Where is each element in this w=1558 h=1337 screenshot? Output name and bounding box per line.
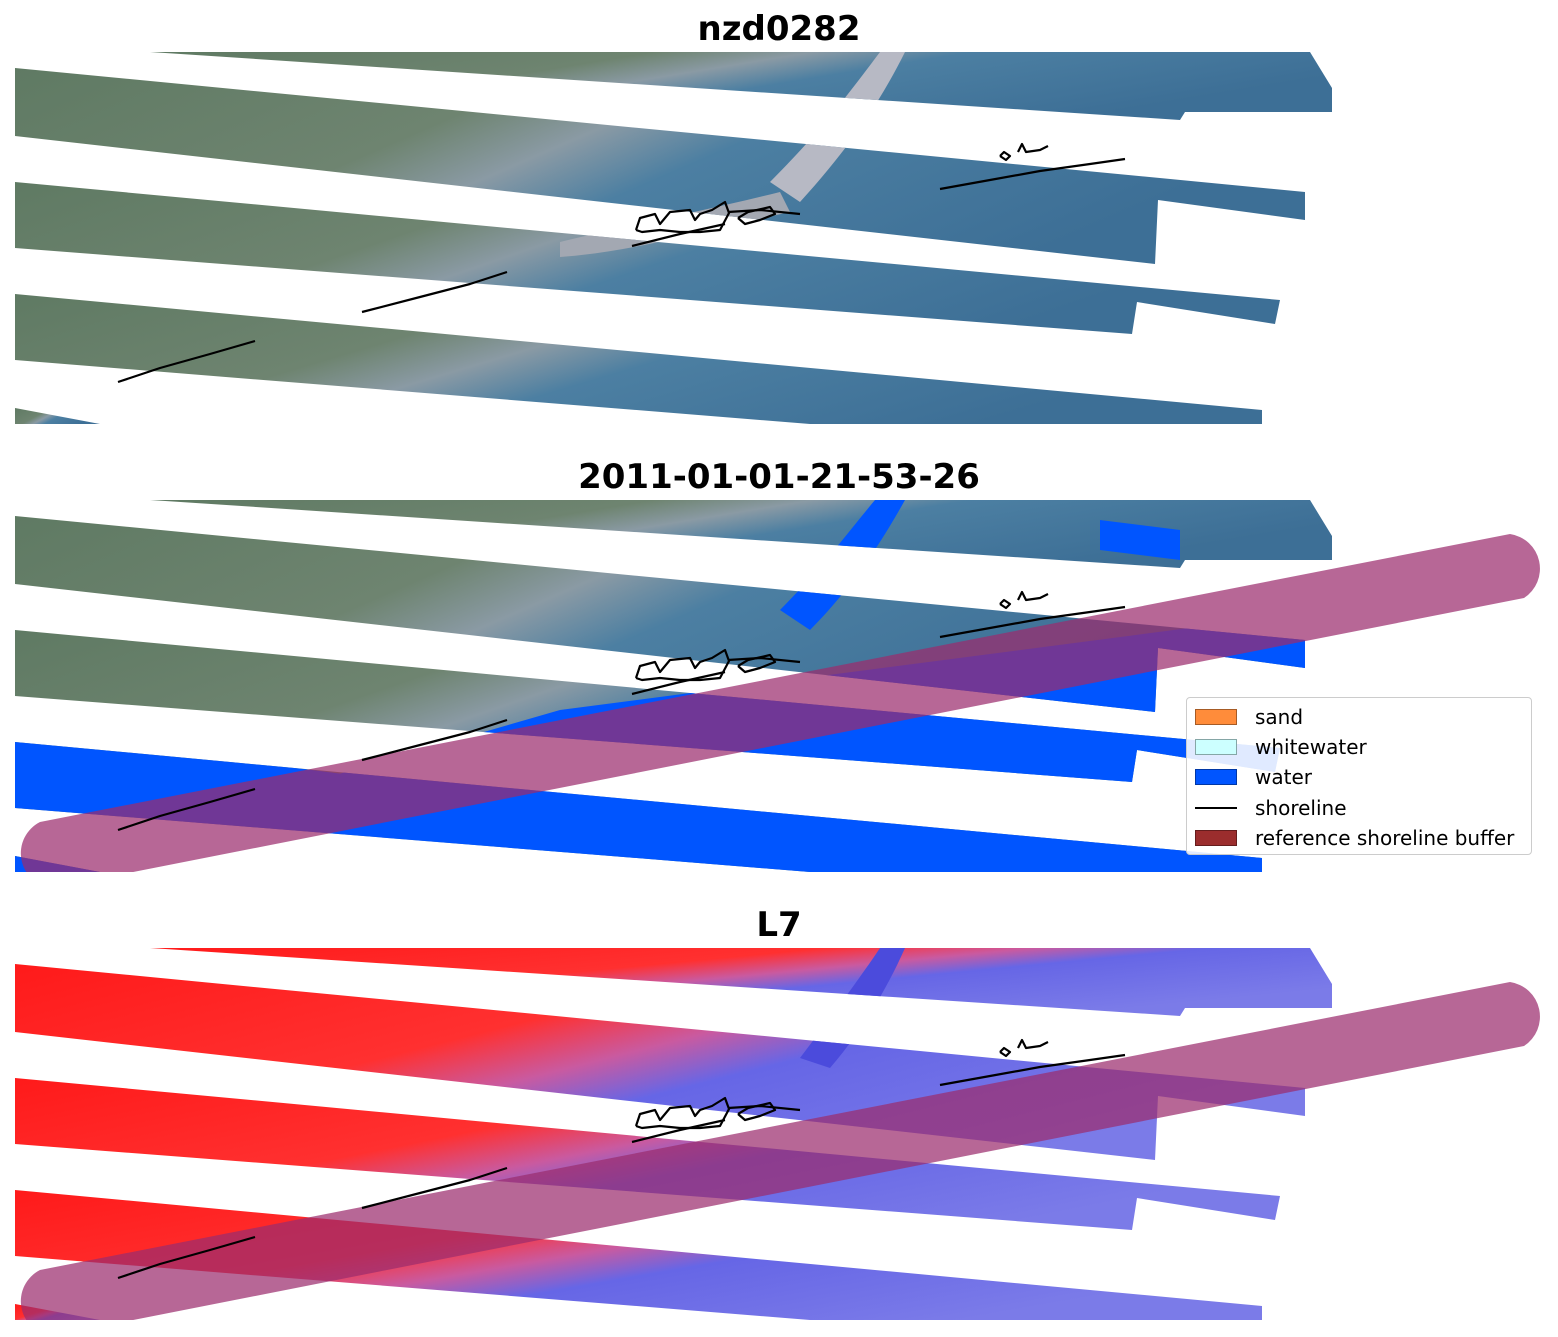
inland-water-class xyxy=(1100,520,1180,560)
legend-label-whitewater: whitewater xyxy=(1255,735,1367,760)
shoreline-trace-7 xyxy=(727,1104,801,1112)
shoreline-trace-7 xyxy=(727,656,801,664)
shoreline-trace-4 xyxy=(939,605,1126,639)
shoreline-trace-8 xyxy=(999,1046,1012,1058)
index-image-stripe-1 xyxy=(150,948,1332,1016)
shoreline-trace-6 xyxy=(737,1101,777,1122)
shoreline-trace-6 xyxy=(737,653,777,674)
classified-image-stripe-1 xyxy=(150,500,1332,568)
shoreline-trace-7 xyxy=(727,208,801,216)
rgb-image-stripe-3 xyxy=(15,182,1280,334)
rgb-image-stripe-1 xyxy=(150,52,1332,120)
legend-swatch-reference-buffer xyxy=(1195,829,1237,846)
legend-item-reference-buffer: reference shoreline buffer xyxy=(1195,823,1523,853)
legend-item-shoreline: shoreline xyxy=(1195,793,1523,823)
shoreline-trace-1 xyxy=(117,1235,256,1280)
shoreline-trace-9 xyxy=(1017,590,1049,602)
shoreline-trace-9 xyxy=(1017,142,1049,154)
legend-label-reference-buffer: reference shoreline buffer xyxy=(1255,825,1515,850)
rgb-image-stripe-2 xyxy=(15,68,1305,264)
legend-label-shoreline: shoreline xyxy=(1255,795,1347,820)
shoreline-trace-4 xyxy=(939,1053,1126,1087)
classified-image-panel xyxy=(15,500,1540,872)
shoreline-trace-2 xyxy=(361,718,508,762)
rgb-image-stripe-5 xyxy=(15,408,100,424)
shoreline-trace-3 xyxy=(631,670,726,696)
legend-swatch-sand xyxy=(1195,709,1237,726)
panel-title-rgb: nzd0282 xyxy=(697,9,861,49)
shoreline-trace-9 xyxy=(1017,1038,1049,1050)
legend-item-whitewater: whitewater xyxy=(1195,732,1523,762)
shoreline-trace-6 xyxy=(737,205,777,226)
reference-shoreline-buffer xyxy=(20,982,1540,1320)
shoreline-trace-8 xyxy=(999,598,1012,610)
legend-swatch-whitewater xyxy=(1195,739,1237,756)
shoreline-trace-5 xyxy=(634,1096,731,1130)
shoreline-trace-5 xyxy=(634,648,731,682)
panel-title-index: L7 xyxy=(756,905,802,945)
rgb-image-panel xyxy=(15,52,1332,424)
water-index-panel xyxy=(15,948,1540,1320)
shoreline-trace-3 xyxy=(631,1118,726,1144)
shoreline-trace-1 xyxy=(117,787,256,832)
shoreline-trace-3 xyxy=(631,222,726,248)
shoreline-trace-5 xyxy=(634,200,731,234)
legend-label-water: water xyxy=(1255,765,1312,790)
legend-swatch-shoreline xyxy=(1195,806,1237,809)
shoreline-trace-2 xyxy=(361,1166,508,1210)
legend-item-sand: sand xyxy=(1195,702,1523,732)
shoreline-trace-4 xyxy=(939,157,1126,191)
shoreline-trace-8 xyxy=(999,150,1012,162)
reference-shoreline-buffer xyxy=(20,534,1540,872)
legend-swatch-water xyxy=(1195,769,1237,786)
shoreline-trace-1 xyxy=(117,339,256,384)
panel-title-classified: 2011-01-01-21-53-26 xyxy=(578,457,980,497)
shoreline-trace-2 xyxy=(361,270,508,314)
legend-label-sand: sand xyxy=(1255,705,1304,730)
rgb-image-stripe-4 xyxy=(15,294,1262,424)
legend: sand whitewater water shoreline referenc… xyxy=(1186,697,1532,855)
legend-item-water: water xyxy=(1195,762,1523,792)
